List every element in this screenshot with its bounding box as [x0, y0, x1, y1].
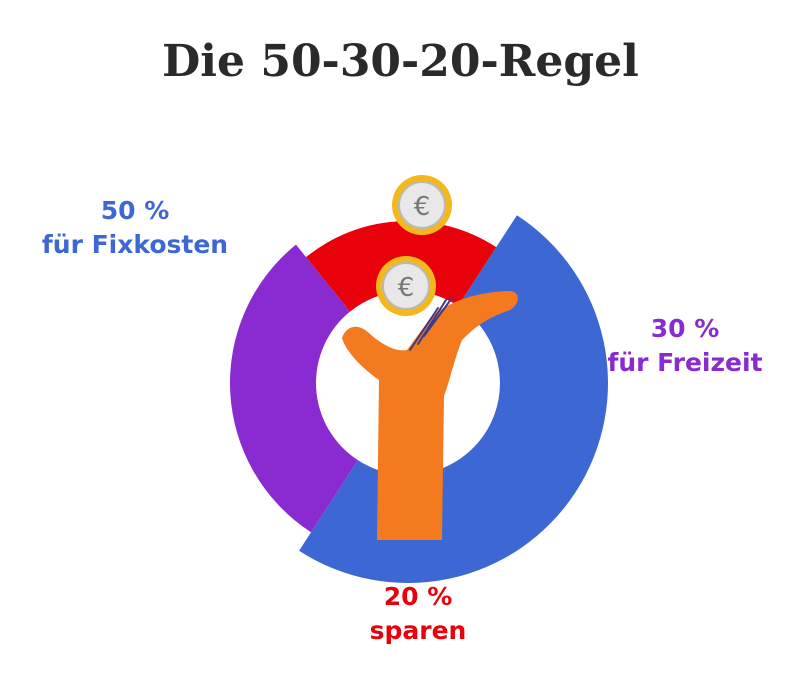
percent-label: 20 % — [383, 582, 453, 611]
finger-lines — [409, 297, 453, 351]
donut-slice-2 — [229, 244, 358, 533]
category-label: für Fixkosten — [41, 230, 229, 259]
legend-label-sparen: 20 % sparen — [318, 580, 518, 648]
hand-arm — [342, 291, 518, 540]
euro-coin-icon: € — [376, 256, 436, 316]
percent-label: 50 % — [100, 196, 170, 225]
coin-symbol: € — [398, 273, 415, 303]
euro-coin-icon: € — [392, 175, 452, 235]
hand-illustration — [342, 291, 518, 540]
category-label: sparen — [369, 616, 467, 645]
legend-label-fixkosten: 50 % für Fixkosten — [10, 194, 260, 262]
chart-title: Die 50-30-20-Regel — [162, 36, 639, 87]
coin-symbol: € — [414, 192, 431, 222]
legend-label-freizeit: 30 % für Freizeit — [580, 312, 790, 380]
donut-slice-1 — [299, 215, 609, 583]
category-label: für Freizeit — [607, 348, 763, 377]
percent-label: 30 % — [650, 314, 720, 343]
